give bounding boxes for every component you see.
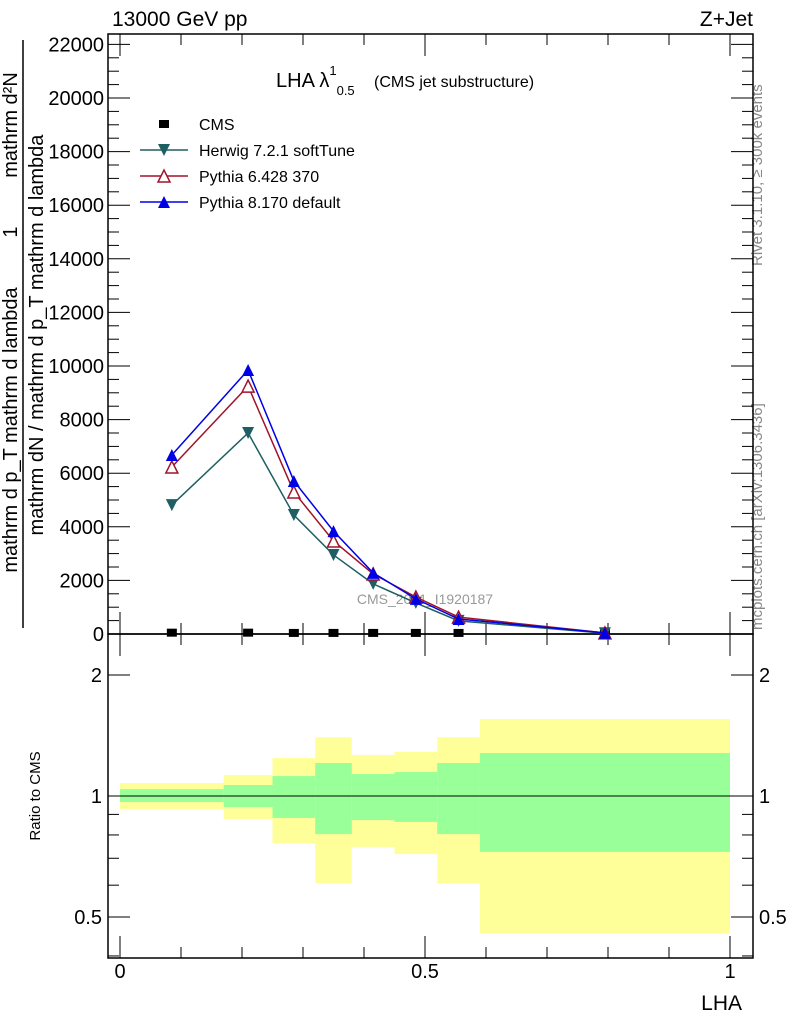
series-pythia-8-170-default: [165, 364, 611, 639]
chart-title-main: LHA λ: [276, 70, 329, 92]
chart-title: LHA λ10.5: [276, 63, 355, 98]
data-point: [327, 525, 340, 538]
ylabel-part-3: 1: [0, 226, 22, 237]
legend: CMS Herwig 7.2.1 softTune Pythia 6.428 370…: [140, 117, 355, 212]
legend-marker: [158, 144, 170, 156]
ratio-y-tick-label: 2: [91, 665, 102, 687]
ratio-band-inner: [351, 774, 395, 821]
series-cms: [166, 628, 610, 638]
chart-title-sup: 1: [329, 63, 336, 78]
ratio-band-inner: [437, 763, 480, 835]
y-tick-label: 12000: [48, 302, 104, 324]
ylabel-part-1: mathrm d²N: [0, 72, 22, 178]
data-point: [598, 626, 611, 639]
axes: 0 2000 4000 6000 8000 10000 12000 14000 16000 180…: [48, 33, 786, 983]
ratio-y-tick-label: 0.5: [74, 907, 102, 929]
y-tick-label: 2000: [60, 570, 105, 592]
y-tick-label: 18000: [48, 142, 104, 164]
data-point: [368, 628, 379, 637]
data-point: [327, 548, 340, 561]
y-tick-label: 10000: [48, 356, 104, 378]
ylabel-part-4: mathrm dN / mathrm d p_T mathrm d lambda: [26, 134, 48, 536]
series-herwig-7-2-1-softtune: [165, 427, 611, 640]
legend-marker: [159, 120, 169, 128]
data-point: [328, 628, 339, 637]
ratio-band-inner: [479, 753, 730, 852]
legend-label: Pythia 8.170 default: [199, 195, 341, 212]
ratio-band-inner: [272, 776, 316, 818]
data-point: [326, 533, 341, 548]
data-point: [240, 378, 256, 393]
ratio-band-inner: [315, 763, 352, 835]
data-point: [287, 474, 300, 487]
x-tick-label: 0: [114, 961, 125, 983]
data-point: [367, 577, 380, 590]
series-line: [171, 431, 606, 634]
ratio-ylabel: Ratio to CMS: [27, 751, 44, 840]
y-tick-label: 6000: [60, 463, 105, 485]
data-point: [242, 364, 255, 377]
y-tick-label: 0: [93, 624, 104, 646]
series-line: [171, 384, 606, 634]
data-point: [367, 566, 380, 579]
y-tick-label: 22000: [48, 34, 104, 56]
data-point: [453, 628, 464, 637]
chart-title-sub: 0.5: [337, 83, 355, 98]
legend-marker: [158, 196, 170, 208]
y-tick-label: 4000: [60, 517, 105, 539]
legend-label: CMS: [199, 117, 235, 134]
data-point: [286, 484, 302, 499]
mcplots-label: mcplots.cern.ch [arXiv:1306.3436]: [749, 403, 766, 630]
data-point: [409, 592, 422, 605]
x-tick-label: 1: [724, 961, 735, 983]
legend-label: Herwig 7.2.1 softTune: [199, 143, 355, 160]
ratio-y-tick-label: 1: [91, 786, 102, 808]
ratio-panel: [108, 719, 753, 934]
series-group: [164, 364, 613, 640]
data-point: [242, 427, 255, 439]
y-tick-label: 14000: [48, 249, 104, 271]
ratio-band-inner: [394, 772, 438, 822]
y-tick-label: 20000: [48, 88, 104, 110]
data-point: [287, 509, 300, 522]
data-point: [164, 459, 180, 474]
xlabel: LHA: [701, 992, 742, 1015]
y-tick-label: 8000: [60, 410, 105, 432]
data-point: [243, 628, 254, 637]
data-point: [165, 499, 178, 512]
ylabel-part-2: mathrm d p_T mathrm d lambda: [0, 286, 22, 572]
ratio-y-tick-label-right: 1: [759, 786, 770, 808]
legend-marker: [156, 168, 172, 183]
ratio-y-tick-label-right: 0.5: [759, 907, 786, 929]
data-point: [410, 628, 421, 637]
data-point: [166, 628, 177, 637]
header-right: Z+Jet: [700, 8, 753, 31]
y-tick-label: 16000: [48, 195, 104, 217]
legend-label: Pythia 6.428 370: [199, 169, 319, 186]
chart-title-suffix: (CMS jet substructure): [374, 74, 534, 91]
data-point: [452, 612, 465, 625]
watermark: CMS_2021_I1920187: [357, 591, 493, 607]
x-tick-label: 0.5: [411, 961, 439, 983]
ratio-y-tick-label-right: 2: [759, 665, 770, 687]
data-point: [288, 628, 299, 637]
series-line: [171, 368, 606, 634]
header-left: 13000 GeV pp: [112, 8, 247, 31]
data-point: [165, 448, 178, 461]
